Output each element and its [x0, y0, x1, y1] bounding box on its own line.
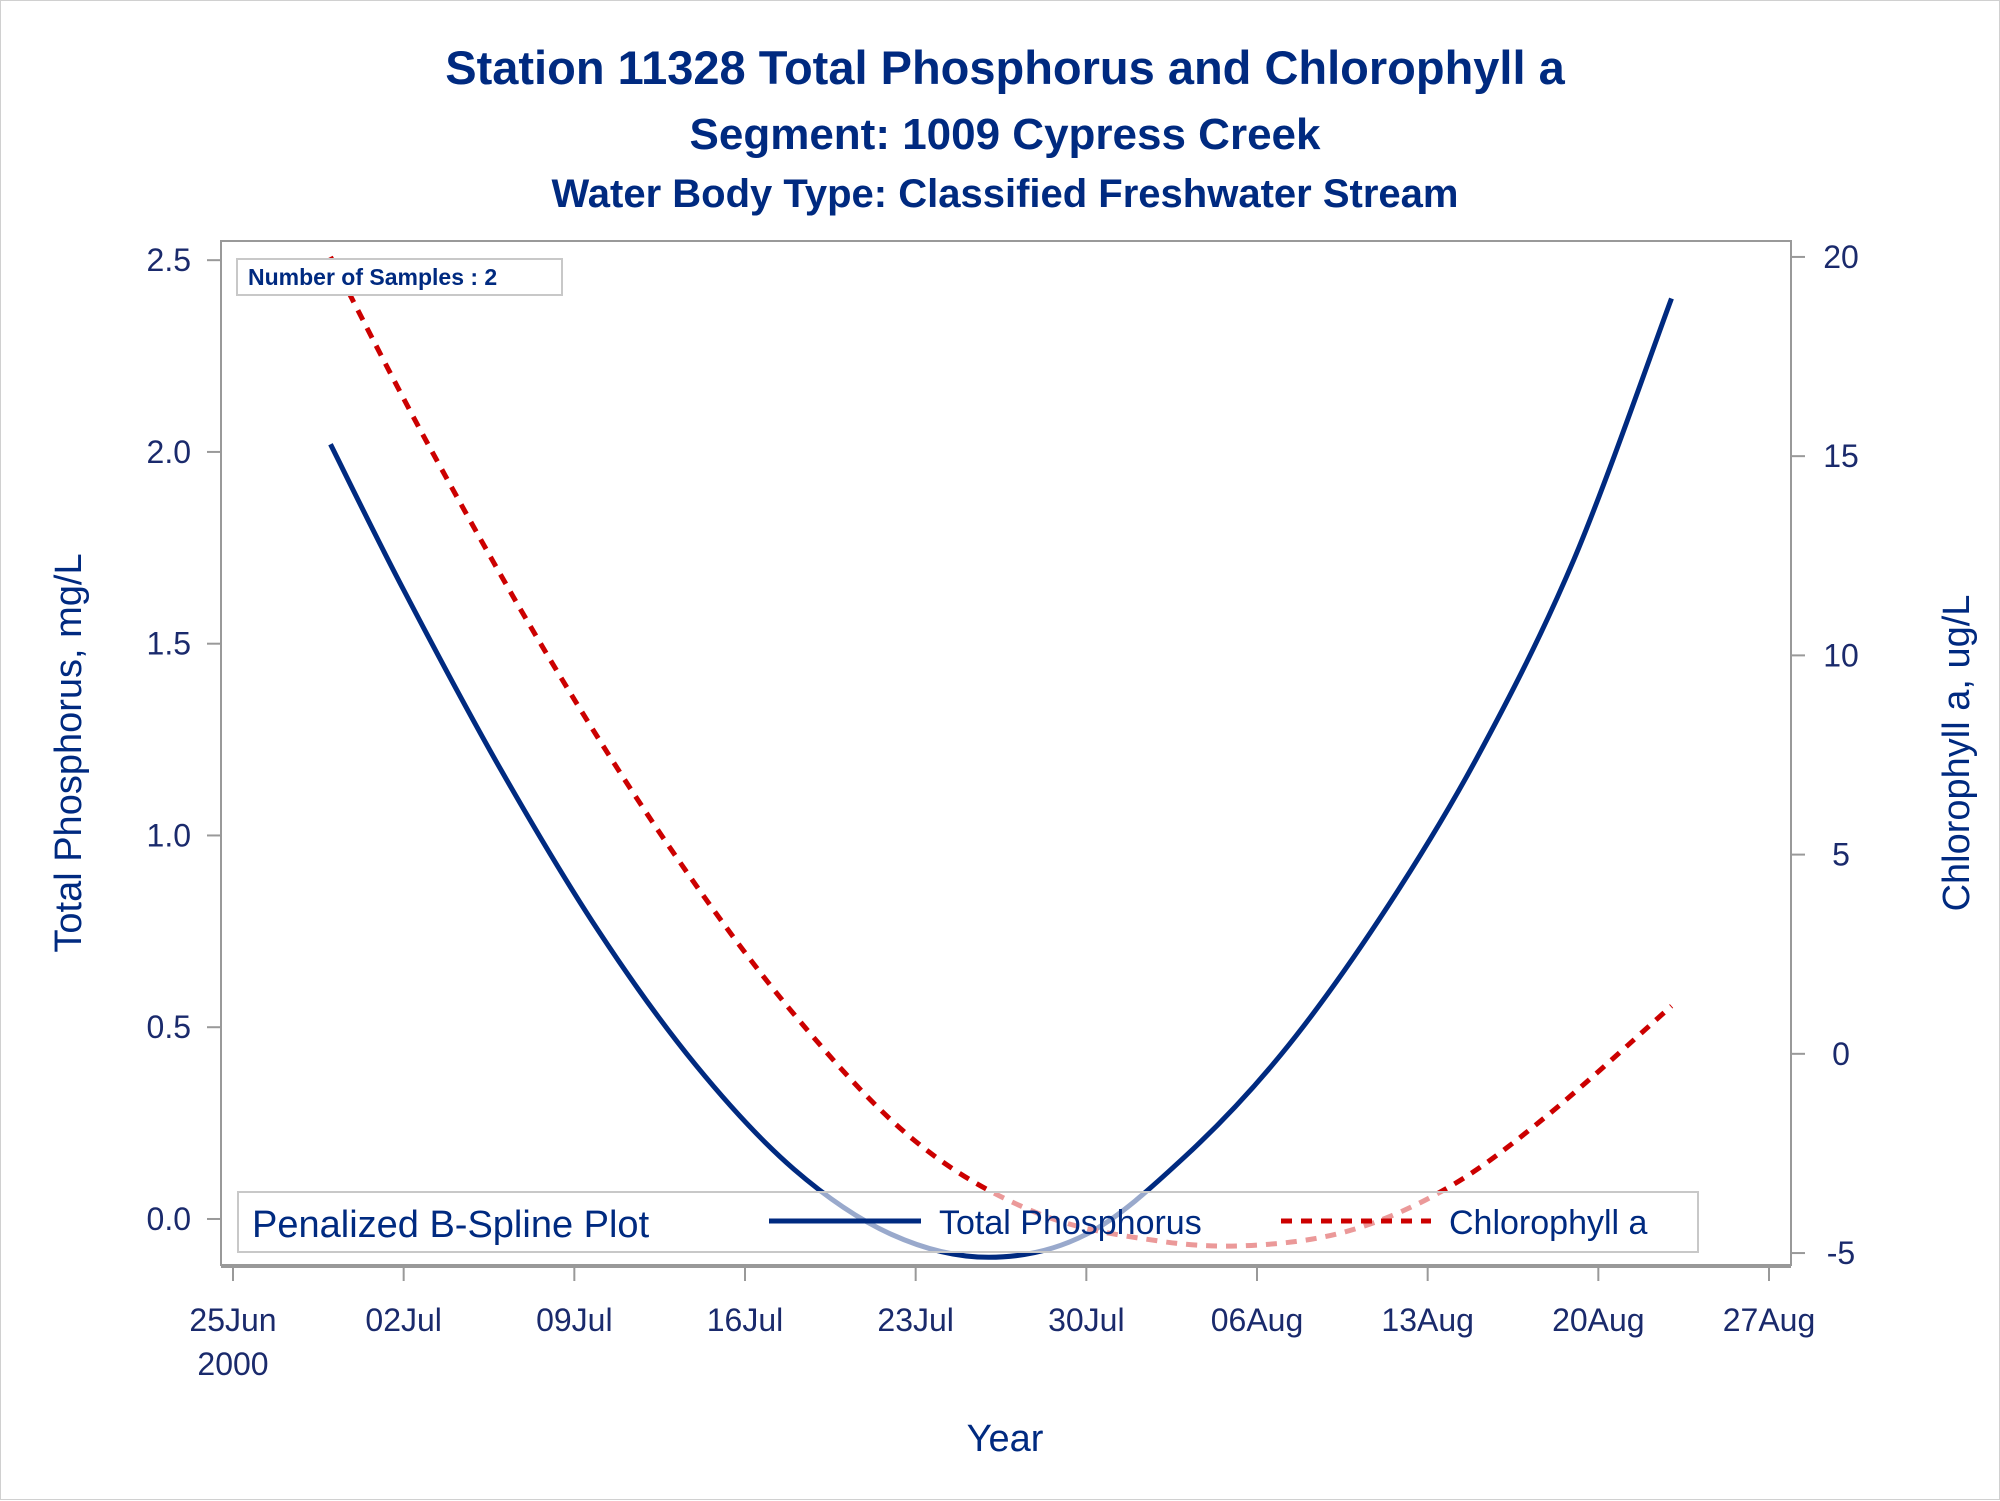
- chart-subtitle: Segment: 1009 Cypress Creek: [690, 110, 1322, 159]
- y-tick-label: 2.5: [147, 242, 191, 278]
- x-tick-label: 09Jul: [536, 1302, 613, 1338]
- x-tick-label: 20Aug: [1552, 1302, 1645, 1338]
- y2-tick-label: 20: [1823, 239, 1859, 275]
- x-tick-label: 16Jul: [707, 1302, 784, 1338]
- legend-box: [237, 1191, 1699, 1253]
- series-line-chlorophyll-a: [328, 255, 1674, 1249]
- y-axis-label: Total Phosphorus, mg/L: [48, 553, 90, 952]
- x-tick-label: 06Aug: [1211, 1302, 1304, 1338]
- x-tick-label: 02Jul: [365, 1302, 442, 1338]
- axis-layer: 25Jun 2000 02Jul 09Jul 16Jul 23Jul 30Jul 06Aug 1…: [147, 239, 1859, 1382]
- legend-label-total-phosphorus: Total Phosphorus: [939, 1204, 1202, 1242]
- legend-title: Penalized B-Spline Plot: [252, 1204, 650, 1246]
- x-tick-label: 25Jun: [189, 1302, 276, 1338]
- x-tick-label: 13Aug: [1381, 1302, 1474, 1338]
- series-layer: [328, 255, 1674, 1260]
- y-tick-label: 2.0: [147, 434, 191, 470]
- y2-tick-label: 5: [1832, 837, 1850, 873]
- sample-count-box: [236, 258, 563, 296]
- x-tick-label: 30Jul: [1048, 1302, 1125, 1338]
- y2-tick-label: 0: [1832, 1036, 1850, 1072]
- x-tick-label: 27Aug: [1723, 1302, 1816, 1338]
- x-tick-label: 23Jul: [877, 1302, 954, 1338]
- chart-title: Station 11328 Total Phosphorus and Chlor…: [445, 41, 1565, 94]
- y-tick-label: 0.5: [147, 1009, 191, 1045]
- y-tick-label: 0.0: [147, 1201, 191, 1237]
- y2-tick-label: 10: [1823, 637, 1859, 673]
- x-tick-year-label: 2000: [197, 1346, 268, 1382]
- series-line-total-phosphorus: [328, 297, 1674, 1260]
- legend-label-chlorophyll-a: Chlorophyll a: [1449, 1204, 1648, 1242]
- chart-subtitle-2: Water Body Type: Classified Freshwater S…: [552, 172, 1459, 216]
- y-tick-label: 1.0: [147, 817, 191, 853]
- x-axis-label: Year: [967, 1418, 1044, 1460]
- plot-area: [220, 240, 1792, 1266]
- y2-tick-label: 15: [1823, 438, 1859, 474]
- y-tick-label: 1.5: [147, 626, 191, 662]
- y2-axis-label: Chlorophyll a, ug/L: [1936, 595, 1978, 912]
- sample-count-label: Number of Samples : 2: [248, 264, 497, 290]
- legend: Penalized B-Spline Plot Total Phosphorus…: [237, 1191, 1699, 1253]
- y2-tick-label: -5: [1827, 1235, 1855, 1271]
